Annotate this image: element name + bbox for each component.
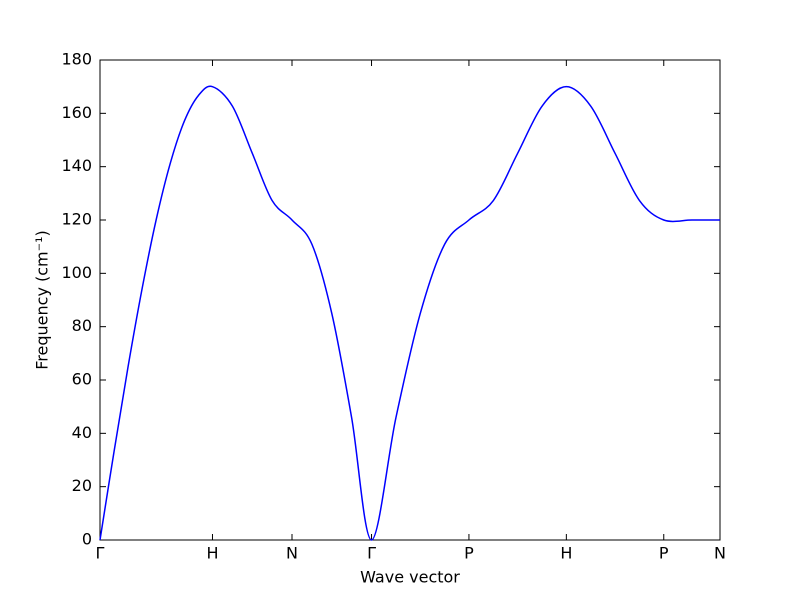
y-tick-label: 180 bbox=[61, 50, 92, 69]
y-tick-label: 20 bbox=[72, 476, 92, 495]
x-tick-label: N bbox=[714, 544, 726, 563]
x-axis-label: Wave vector bbox=[360, 568, 460, 587]
band-line bbox=[99, 85, 720, 541]
y-tick-label: 60 bbox=[72, 370, 92, 389]
y-tick-label: 160 bbox=[61, 103, 92, 122]
x-tick-label: H bbox=[560, 544, 572, 563]
y-tick-label: 100 bbox=[61, 263, 92, 282]
y-tick-label: 40 bbox=[72, 423, 92, 442]
plot-frame bbox=[99, 59, 721, 541]
x-tick-label: P bbox=[659, 544, 669, 563]
y-axis-label: Frequency (cm⁻¹) bbox=[33, 230, 52, 369]
x-tick-label: N bbox=[286, 544, 298, 563]
x-tick-label: Γ bbox=[96, 544, 105, 563]
y-tick-label: 0 bbox=[82, 530, 92, 549]
y-tick-label: 140 bbox=[61, 156, 92, 175]
x-tick-label: H bbox=[206, 544, 218, 563]
x-tick-label: Γ bbox=[367, 544, 376, 563]
x-tick-label: P bbox=[464, 544, 474, 563]
y-tick-label: 120 bbox=[61, 210, 92, 229]
y-tick-label: 80 bbox=[72, 316, 92, 335]
